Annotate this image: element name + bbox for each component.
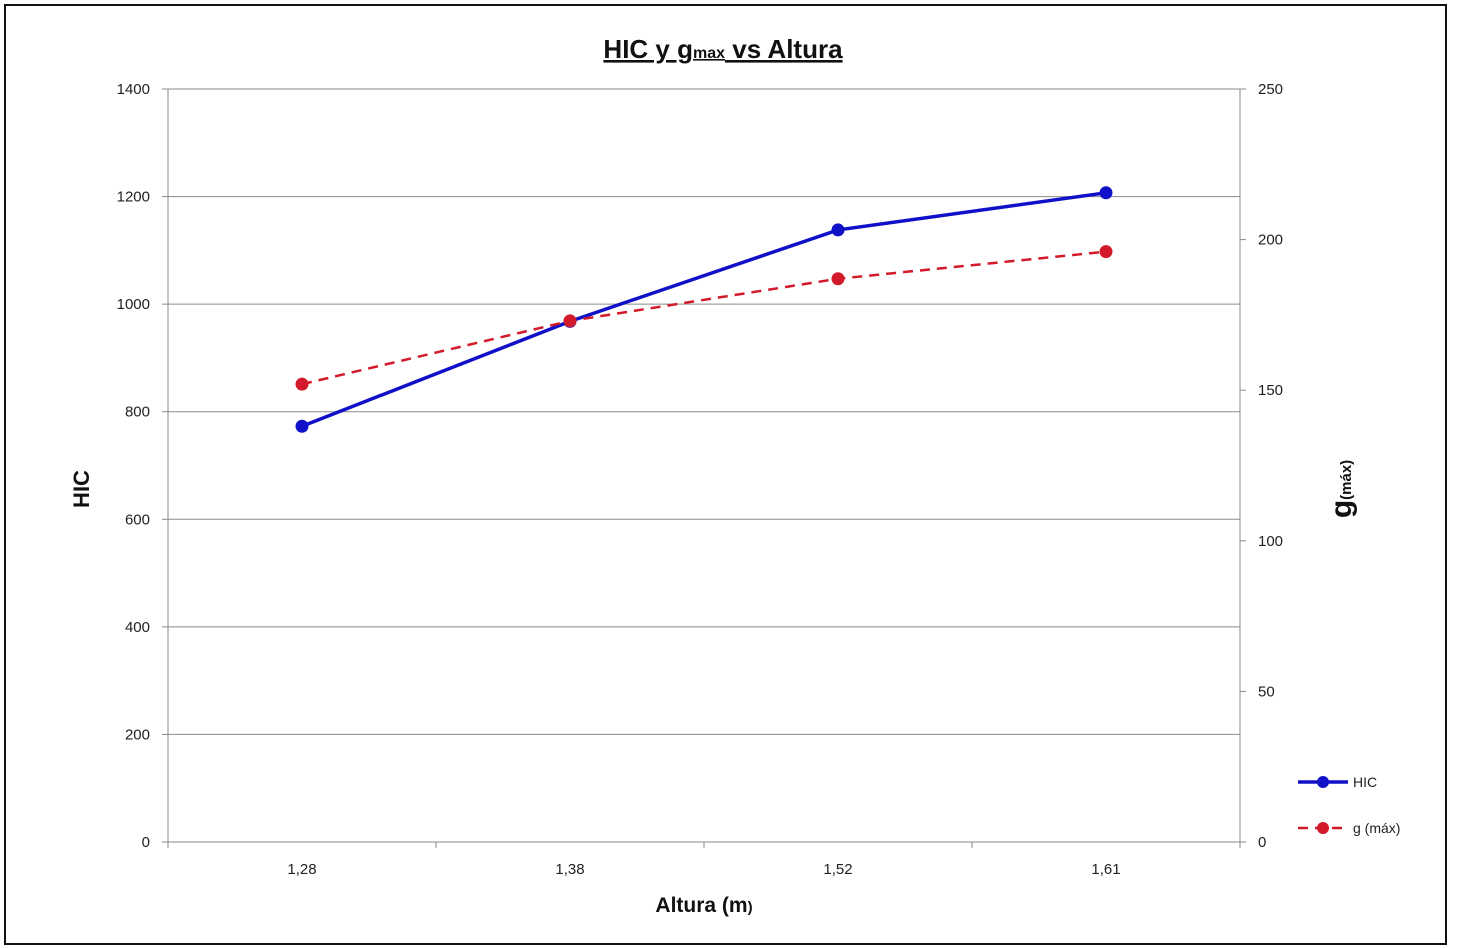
right-tick-label: 250 — [1258, 81, 1283, 98]
y-axis-label-right-main: g — [1325, 500, 1358, 518]
data-point-series-2 — [563, 314, 577, 328]
right-tick-label: 200 — [1258, 232, 1283, 249]
data-point-series-1 — [1099, 186, 1113, 200]
data-point-series-2 — [1099, 245, 1113, 259]
x-axis-label: Altura (m) — [655, 894, 752, 917]
chart-title-prefix: HIC y g — [603, 34, 693, 64]
legend-label-1: HIC — [1353, 774, 1377, 790]
y-axis-label-right-subscript: (máx) — [1338, 460, 1355, 500]
right-tick-label: 50 — [1258, 683, 1275, 700]
x-axis-ticks: 1,28 1,38 1,52 1,61 — [167, 842, 1241, 878]
chart-frame: HIC y gmax vs Altura 0 200 400 600 800 1000 12… — [4, 4, 1447, 945]
right-tick-label: 100 — [1258, 533, 1283, 550]
legend-marker-1 — [1317, 776, 1329, 788]
x-tick-label: 1,28 — [287, 861, 316, 878]
x-tick-label: 1,38 — [555, 861, 584, 878]
data-point-series-1 — [295, 419, 309, 433]
left-axis-ticks: 0 200 400 600 800 1000 1200 1400 — [117, 81, 168, 851]
chart-title: HIC y gmax vs Altura — [603, 34, 843, 64]
left-tick-label: 400 — [125, 619, 150, 636]
y-axis-label-right: g(máx) — [1325, 460, 1358, 518]
data-point-series-2 — [831, 272, 845, 286]
left-tick-label: 1200 — [117, 189, 150, 206]
chart: HIC y gmax vs Altura 0200400600800100012… — [69, 34, 1400, 917]
series-layer — [295, 186, 1113, 433]
right-tick-label: 0 — [1258, 834, 1266, 851]
left-tick-label: 1000 — [117, 296, 150, 313]
series-line-2 — [301, 250, 1107, 386]
left-tick-label: 0 — [142, 834, 150, 851]
left-tick-label: 1400 — [117, 81, 150, 98]
series-line-1 — [301, 191, 1107, 428]
legend-marker-2 — [1317, 822, 1329, 834]
data-point-series-2 — [295, 377, 309, 391]
right-axis-ticks: 0 50 100 150 200 250 — [1240, 81, 1283, 851]
axes — [167, 89, 1241, 843]
left-tick-label: 600 — [125, 511, 150, 528]
legend-label-2: g (máx) — [1353, 820, 1400, 836]
gridlines — [168, 88, 1240, 843]
legend: HIC g (máx) — [1298, 774, 1400, 836]
x-axis-label-close: ) — [748, 899, 753, 916]
y-axis-label-left: HIC — [69, 470, 94, 508]
chart-title-subscript: max — [693, 45, 725, 62]
x-tick-label: 1,61 — [1091, 861, 1120, 878]
left-tick-label: 200 — [125, 726, 150, 743]
x-tick-label: 1,52 — [823, 861, 852, 878]
right-tick-label: 150 — [1258, 382, 1283, 399]
chart-title-suffix: vs Altura — [725, 34, 843, 64]
left-tick-label: 800 — [125, 404, 150, 421]
x-axis-label-main: Altura (m — [655, 894, 747, 917]
data-point-series-1 — [831, 223, 845, 237]
